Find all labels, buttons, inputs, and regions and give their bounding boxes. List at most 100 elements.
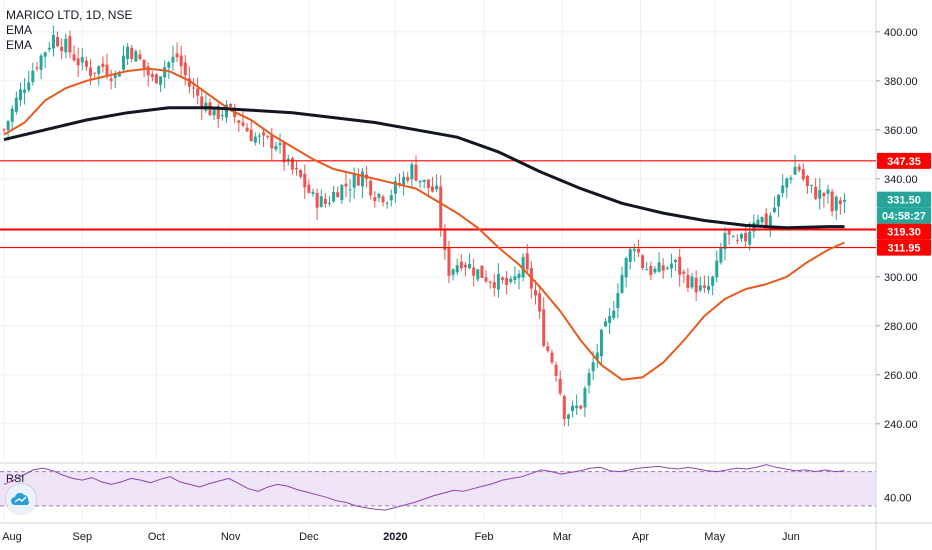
candle-body — [455, 265, 459, 273]
candle — [286, 154, 290, 166]
candle — [810, 184, 814, 193]
candle — [715, 250, 719, 283]
candle — [480, 265, 484, 279]
candle — [682, 269, 686, 284]
candle-body — [76, 58, 80, 66]
candle-body — [550, 352, 554, 363]
candle-body — [6, 121, 10, 130]
candle — [558, 370, 562, 396]
rsi-legend[interactable]: RSI — [6, 473, 25, 485]
candle-body — [398, 182, 402, 185]
candle — [538, 285, 542, 319]
candle — [138, 49, 142, 61]
candle-body — [84, 60, 88, 67]
candle-body — [525, 253, 529, 270]
ema-legend-1[interactable]: EMA — [6, 23, 33, 37]
candle — [154, 73, 158, 85]
candle — [51, 25, 55, 57]
candle — [451, 268, 455, 281]
candle-body — [80, 57, 84, 63]
candle-body — [60, 46, 64, 52]
candle-body — [575, 405, 579, 409]
candle-body — [406, 176, 410, 181]
candle-body — [657, 262, 661, 272]
candle — [270, 128, 274, 161]
candle-body — [130, 47, 134, 59]
candle-body — [476, 269, 480, 280]
candle — [661, 258, 665, 279]
candle — [636, 239, 640, 257]
candle-body — [68, 36, 72, 53]
candle-body — [257, 135, 261, 137]
candle — [439, 175, 443, 237]
candle-body — [484, 277, 488, 282]
candle-body — [163, 67, 167, 78]
candle-body — [200, 96, 204, 109]
candle-body — [237, 120, 241, 123]
candle-body — [307, 184, 311, 193]
candle-body — [47, 47, 51, 50]
candle-body — [562, 395, 566, 419]
rsi-y-tick-label: 40.00 — [884, 492, 912, 504]
price-label-text: 347.35 — [887, 156, 921, 168]
candle-body — [620, 274, 624, 293]
candle-body — [311, 191, 315, 194]
candle — [146, 62, 150, 87]
candle — [657, 252, 661, 273]
candle — [327, 195, 331, 207]
candle-body — [422, 179, 426, 182]
tradingview-cloud-icon[interactable] — [6, 484, 36, 514]
candle-body — [385, 202, 389, 204]
candle — [731, 234, 735, 238]
candle — [822, 191, 826, 208]
candle-body — [179, 55, 183, 67]
candle — [352, 167, 356, 199]
candle-body — [636, 248, 640, 253]
candle — [319, 189, 323, 208]
candle-body — [488, 281, 492, 283]
candle — [68, 30, 72, 58]
candle-body — [101, 63, 105, 67]
candle-body — [723, 232, 727, 249]
candle-body — [533, 289, 537, 296]
candle — [595, 343, 599, 369]
candle — [517, 270, 521, 290]
candle — [674, 258, 678, 271]
candle — [2, 127, 6, 133]
candle-body — [690, 276, 694, 288]
candle — [183, 54, 187, 86]
candle — [583, 385, 587, 418]
x-tick-label: 2020 — [383, 531, 407, 543]
candle — [702, 275, 706, 293]
candle-body — [513, 276, 517, 281]
candle-body — [241, 122, 245, 126]
candle — [60, 38, 64, 59]
candle — [698, 276, 702, 293]
chart-legend: MARICO LTD, 1D, NSE EMA EMA — [6, 8, 132, 53]
candle-body — [377, 193, 381, 198]
candle-body — [645, 269, 649, 271]
candle — [56, 31, 60, 48]
candle — [785, 177, 789, 199]
candle-body — [682, 271, 686, 274]
candle-body — [727, 229, 731, 235]
candle — [282, 140, 286, 171]
candle-body — [150, 74, 154, 78]
candle-body — [810, 184, 814, 186]
candle — [344, 171, 348, 198]
ema-legend-2[interactable]: EMA — [6, 38, 33, 52]
candle — [459, 254, 463, 272]
candle-body — [336, 192, 340, 198]
candle-body — [373, 197, 377, 202]
candle-body — [641, 255, 645, 269]
price-label-box — [877, 191, 931, 208]
candle — [669, 253, 673, 278]
candle-body — [14, 97, 18, 112]
candle-body — [649, 265, 653, 276]
candle-body — [2, 129, 6, 131]
candle — [253, 132, 257, 146]
candle — [192, 78, 196, 98]
candle — [274, 141, 278, 152]
candle — [777, 194, 781, 218]
